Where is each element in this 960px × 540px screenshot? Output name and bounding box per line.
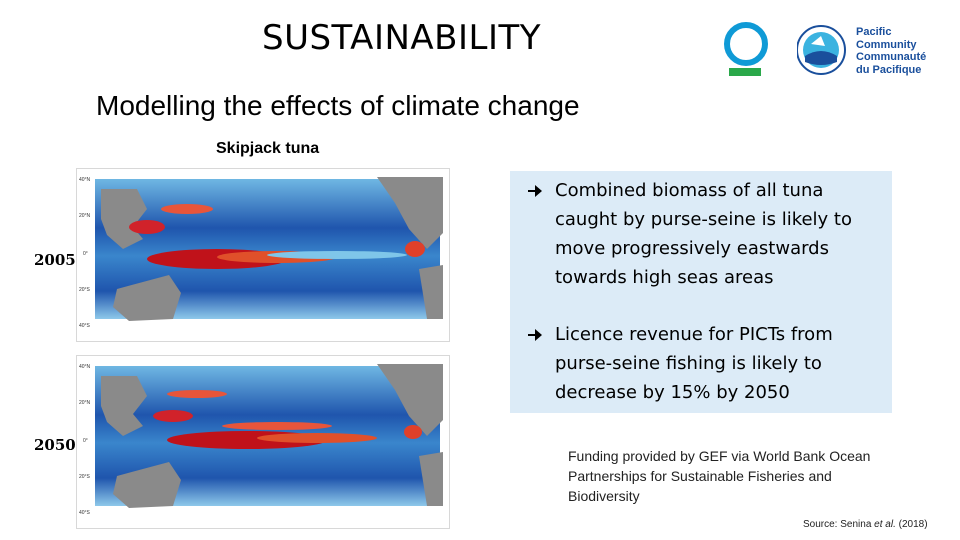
bullet-text: Combined biomass of all tuna caught by p…: [555, 180, 852, 288]
bullet-text: Licence revenue for PICTs from purse-sei…: [555, 324, 833, 403]
lat-tick: 40°N: [79, 177, 91, 183]
biomass-map: 40°N 20°N 0° 20°S 40°S: [79, 177, 443, 329]
funding-note: Funding provided by GEF via World Bank O…: [568, 448, 871, 504]
species-label: Skipjack tuna: [216, 140, 320, 157]
lat-tick: 0°: [83, 438, 88, 444]
year-label-2005: 2005: [34, 251, 76, 269]
skipjack-map-2050: 40°N 20°N 0° 20°S 40°S: [76, 355, 450, 529]
lat-tick: 40°S: [79, 510, 91, 516]
year-label-2050: 2050: [34, 436, 76, 454]
lat-tick: 40°N: [79, 364, 91, 370]
latitude-ticks: 40°N 20°N 0° 20°S 40°S: [79, 177, 91, 329]
lat-tick: 20°S: [79, 474, 91, 480]
latitude-ticks: 40°N 20°N 0° 20°S 40°S: [79, 364, 91, 516]
arrow-bullet-icon: [528, 185, 542, 197]
ring-icon: [724, 22, 768, 66]
slide-title: SUSTAINABILITY: [262, 18, 542, 58]
lat-tick: 20°N: [79, 400, 91, 406]
logo-bar: [729, 68, 761, 76]
skipjack-map-2005: 40°N 20°N 0° 20°S 40°S: [76, 168, 450, 342]
arrow-bullet-icon: [528, 329, 542, 341]
lat-tick: 40°S: [79, 323, 91, 329]
lat-tick: 20°N: [79, 213, 91, 219]
lat-tick: 0°: [83, 251, 88, 257]
pacific-community-wordmark: Pacific Community Communauté du Pacifiqu…: [856, 26, 927, 76]
key-findings-panel: Combined biomass of all tuna caught by p…: [510, 171, 892, 413]
source-citation: Source: Senina et al. (2018): [803, 519, 928, 530]
lat-tick: 20°S: [79, 287, 91, 293]
slide-subtitle: Modelling the effects of climate change: [96, 90, 580, 121]
biomass-map: 40°N 20°N 0° 20°S 40°S: [79, 364, 443, 516]
pacific-community-emblem-icon: [797, 25, 846, 75]
